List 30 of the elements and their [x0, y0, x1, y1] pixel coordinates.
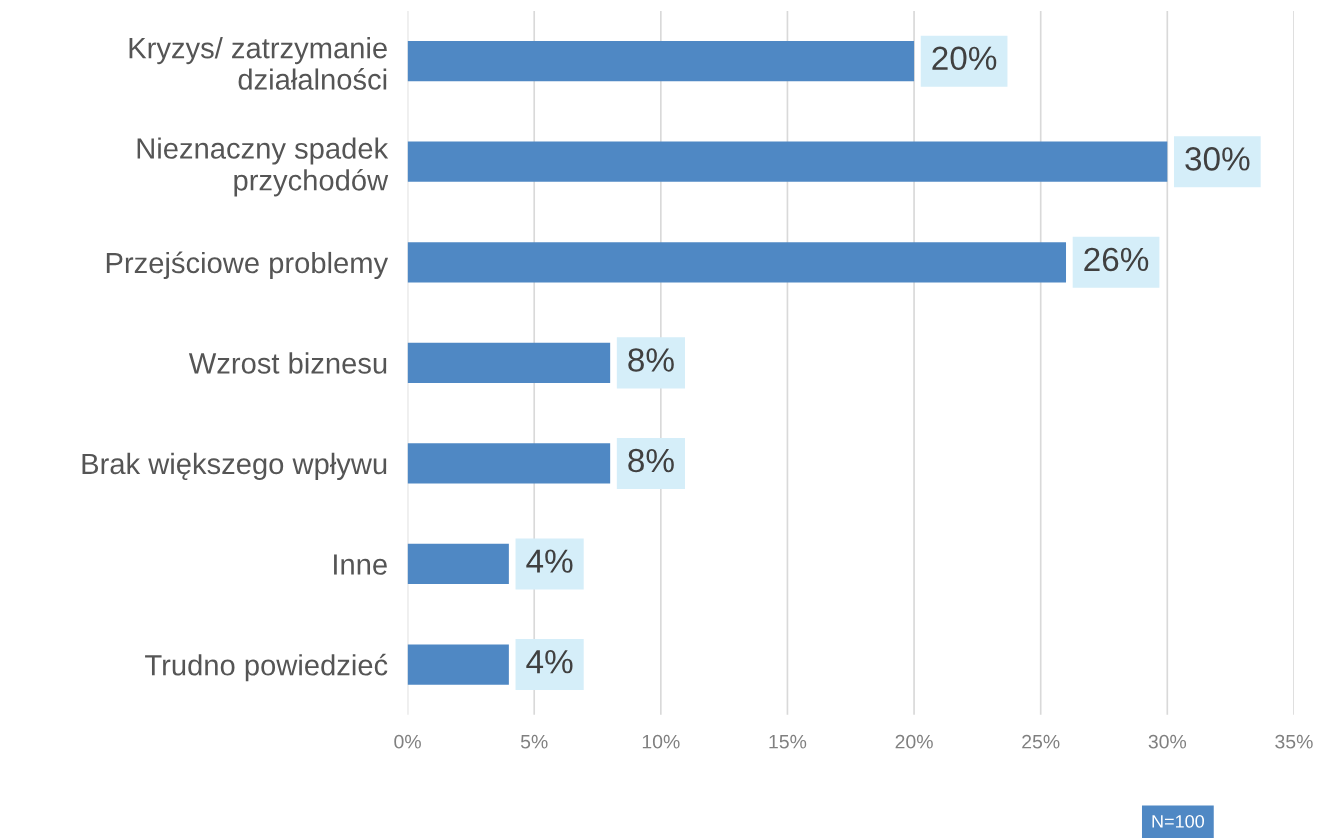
x-tick-label: 5% — [520, 734, 548, 749]
x-tick-label: 25% — [1022, 734, 1060, 749]
x-tick-label: 15% — [769, 734, 807, 749]
data-label: 20% — [932, 46, 997, 71]
bar — [407, 543, 509, 585]
y-tick-label: Kryzys/ zatrzymanie działalności — [129, 37, 387, 90]
data-label: 4% — [526, 549, 573, 573]
y-tick-label: Trudno powiedzieć — [145, 653, 388, 682]
x-tick-label: 10% — [642, 734, 680, 749]
bar — [407, 342, 611, 383]
bar — [407, 443, 611, 484]
y-tick-label: Wzrost biznesu — [188, 352, 387, 374]
bar — [407, 141, 1168, 182]
y-tick-label: Przejściowe problemy — [106, 251, 389, 280]
data-label: 26% — [1084, 247, 1149, 272]
text: N=100 — [1152, 814, 1205, 828]
data-label: 8% — [628, 448, 674, 473]
x-tick-label: 0% — [394, 734, 421, 749]
x-tick-label: 35% — [1275, 734, 1313, 749]
x-tick-label: 20% — [895, 734, 933, 749]
data-label: 4% — [526, 650, 573, 674]
data-label: 30% — [1185, 147, 1250, 171]
bar — [407, 644, 509, 685]
y-tick-label: Nieznaczny spadek przychodów — [137, 137, 389, 197]
x-tick-label: 30% — [1148, 734, 1187, 749]
data-label: 8% — [628, 348, 674, 372]
y-tick-label: Inne — [334, 554, 387, 575]
bar — [407, 41, 915, 82]
bar — [407, 242, 1067, 283]
y-tick-label: Brak większego wpływu — [82, 452, 387, 481]
